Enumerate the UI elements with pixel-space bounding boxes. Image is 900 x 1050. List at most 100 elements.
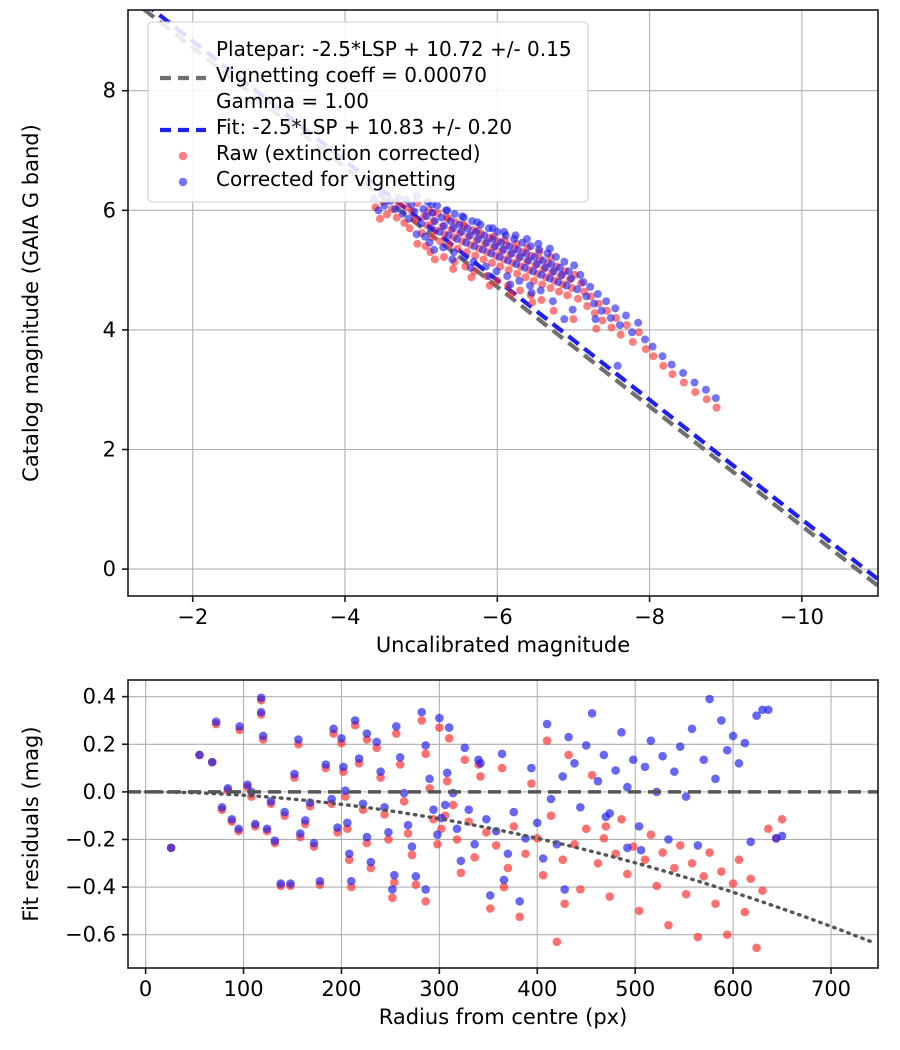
data-point	[391, 205, 400, 214]
data-point	[537, 296, 546, 305]
data-point	[634, 906, 644, 916]
data-point	[405, 224, 414, 233]
data-point	[740, 738, 750, 748]
data-point	[398, 209, 407, 218]
y-tick-label-bottom: 0.4	[83, 685, 116, 709]
data-point	[407, 850, 417, 860]
data-point	[524, 256, 533, 265]
data-point	[602, 297, 611, 306]
data-point	[516, 286, 525, 295]
data-point	[564, 267, 573, 276]
data-point	[504, 266, 513, 275]
data-point	[546, 811, 556, 820]
data-point	[503, 863, 513, 873]
data-point	[529, 267, 538, 276]
data-point	[444, 231, 453, 240]
data-point	[452, 235, 461, 244]
data-point	[599, 833, 609, 843]
data-point	[411, 872, 421, 881]
data-point	[315, 876, 325, 886]
data-point	[362, 832, 372, 842]
data-point	[425, 238, 434, 247]
data-point	[506, 280, 515, 289]
data-point	[358, 799, 368, 809]
y-tick-label-top: 0	[103, 557, 116, 581]
data-point	[460, 252, 469, 261]
data-point	[752, 943, 761, 953]
data-point	[480, 231, 489, 240]
data-point	[476, 772, 485, 781]
data-point	[366, 857, 376, 867]
data-point	[536, 286, 545, 295]
data-point	[538, 256, 547, 265]
data-point	[372, 743, 381, 753]
data-point	[574, 294, 582, 303]
data-point	[262, 824, 272, 834]
legend-dot-swatch	[178, 177, 188, 187]
data-point	[487, 249, 496, 258]
data-point	[606, 313, 615, 322]
data-point	[380, 201, 389, 210]
data-point	[435, 713, 444, 723]
data-point	[506, 290, 515, 299]
data-point	[554, 278, 563, 287]
data-point	[513, 245, 522, 254]
data-point	[711, 899, 720, 909]
data-point	[382, 210, 391, 219]
x-tick-label-top: −8	[634, 605, 665, 629]
data-point	[530, 252, 539, 261]
data-point	[659, 361, 668, 370]
data-point	[534, 239, 543, 248]
data-point	[474, 755, 483, 765]
data-point	[764, 705, 773, 715]
data-point	[442, 776, 452, 786]
data-point	[675, 841, 685, 850]
data-point	[344, 849, 354, 859]
data-point	[327, 794, 336, 804]
data-point	[617, 814, 626, 824]
data-point	[463, 224, 472, 233]
data-point	[350, 716, 360, 725]
x-axis-title-bottom: Radius from centre (px)	[379, 1005, 628, 1029]
x-tick-label-bottom: 500	[615, 977, 655, 1001]
data-point	[495, 252, 504, 261]
x-tick-label-bottom: 300	[419, 977, 459, 1001]
data-point	[276, 879, 286, 888]
axes-frame-top: −2 −4 −6 −8 −10 0 2 4 6 8	[103, 9, 879, 629]
data-point	[256, 707, 266, 717]
data-point	[623, 869, 632, 879]
x-tick-label-top: −4	[330, 605, 361, 629]
data-point	[649, 352, 658, 361]
data-point	[341, 792, 350, 801]
data-point	[658, 848, 667, 857]
data-point	[528, 298, 537, 307]
data-point	[691, 388, 700, 397]
data-point	[399, 797, 409, 806]
data-point	[166, 843, 176, 853]
data-point	[591, 315, 600, 324]
data-point	[586, 282, 595, 291]
data-point	[668, 370, 677, 379]
data-point	[421, 897, 430, 906]
data-point	[503, 256, 512, 265]
data-point	[563, 291, 572, 300]
data-point	[679, 368, 688, 377]
data-point	[579, 278, 588, 287]
data-point	[430, 255, 439, 264]
data-point	[294, 735, 303, 744]
data-point	[266, 797, 276, 806]
data-point	[410, 207, 419, 216]
data-point	[450, 209, 459, 218]
data-point	[538, 280, 547, 289]
data-point	[576, 885, 585, 894]
data-point	[343, 818, 352, 828]
data-point	[499, 245, 508, 254]
data-point	[560, 899, 569, 909]
legend-dot-swatch	[178, 151, 188, 161]
data-point	[374, 206, 383, 215]
data-point	[482, 814, 491, 824]
data-point	[430, 245, 439, 254]
data-point	[497, 749, 507, 759]
x-tick-label-bottom: 0	[139, 977, 152, 1001]
